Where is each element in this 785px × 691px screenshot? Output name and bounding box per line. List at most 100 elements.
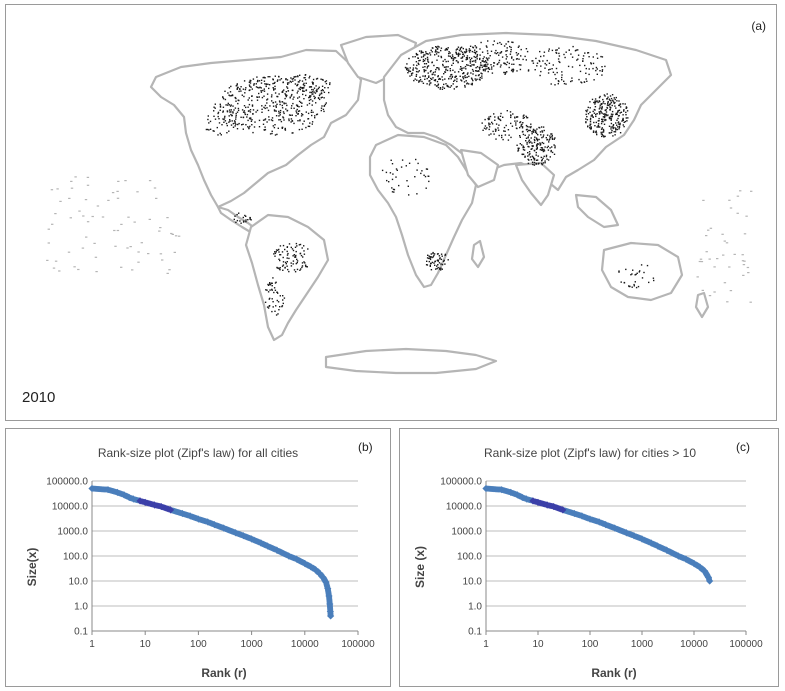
city-point	[278, 268, 281, 270]
city-point	[305, 126, 307, 129]
city-point	[274, 289, 277, 291]
city-point	[544, 160, 546, 162]
city-point	[321, 89, 324, 91]
city-point	[532, 128, 535, 131]
city-point	[417, 71, 419, 73]
city-point	[224, 90, 226, 92]
city-point	[229, 95, 231, 97]
city-point	[286, 82, 289, 84]
city-point	[503, 71, 505, 74]
city-point	[449, 55, 451, 57]
city-point	[522, 133, 525, 136]
city-point	[298, 96, 301, 98]
city-point	[258, 126, 261, 128]
city-point	[268, 119, 270, 121]
city-point	[457, 55, 460, 57]
city-point	[491, 66, 493, 68]
city-point	[582, 58, 584, 60]
city-point	[489, 123, 491, 125]
city-point	[293, 107, 295, 109]
island	[170, 232, 173, 235]
city-point	[610, 131, 613, 134]
city-point	[285, 91, 287, 93]
city-point	[585, 113, 587, 116]
city-point	[409, 67, 411, 69]
city-point	[547, 145, 549, 148]
city-point	[590, 126, 592, 128]
island	[116, 197, 120, 199]
city-point	[524, 55, 526, 58]
city-point	[625, 268, 627, 271]
city-point	[431, 261, 434, 264]
city-point	[451, 57, 453, 60]
city-point	[470, 65, 472, 67]
city-point	[266, 306, 269, 308]
city-point	[306, 104, 309, 106]
data-point	[231, 529, 240, 537]
island	[723, 282, 727, 284]
city-point	[240, 86, 242, 88]
city-point	[260, 79, 263, 81]
city-point	[608, 98, 610, 100]
island	[126, 247, 129, 249]
city-point	[554, 84, 556, 86]
city-point	[275, 106, 277, 108]
city-point	[292, 255, 294, 257]
city-point	[235, 118, 237, 120]
city-point	[208, 122, 210, 124]
city-point	[303, 250, 305, 252]
city-point	[610, 128, 612, 130]
city-point	[552, 71, 555, 73]
city-point	[298, 110, 301, 112]
city-point	[279, 267, 281, 269]
city-point	[278, 75, 280, 78]
city-point	[637, 285, 640, 288]
city-point	[228, 130, 230, 132]
city-point	[601, 70, 603, 72]
city-point	[593, 101, 595, 104]
city-point	[430, 49, 432, 51]
city-point	[291, 78, 293, 80]
city-point	[519, 143, 521, 145]
city-point	[442, 63, 444, 66]
city-point	[603, 136, 605, 138]
city-point	[271, 130, 273, 132]
city-point	[623, 109, 625, 111]
city-point	[506, 56, 508, 58]
city-point	[608, 116, 611, 118]
city-point	[273, 253, 275, 255]
city-point	[479, 66, 481, 68]
city-point	[313, 91, 315, 93]
city-point	[417, 57, 419, 59]
city-point	[446, 49, 449, 51]
city-point	[579, 70, 582, 73]
city-point	[242, 221, 245, 223]
city-point	[435, 46, 437, 48]
city-point	[601, 107, 603, 109]
city-point	[612, 135, 614, 137]
city-point	[311, 121, 314, 123]
city-point	[312, 93, 314, 95]
city-point	[461, 57, 464, 59]
city-point	[292, 98, 294, 100]
city-point	[589, 127, 591, 129]
city-point	[217, 111, 220, 114]
city-point	[609, 103, 611, 105]
y-tick-label: 10000.0	[446, 502, 483, 513]
city-point	[498, 134, 500, 137]
city-point	[612, 127, 614, 130]
city-point	[435, 46, 438, 48]
city-point	[422, 60, 424, 63]
city-point	[632, 269, 634, 271]
city-point	[479, 58, 481, 61]
city-point	[595, 69, 597, 72]
city-point	[277, 127, 279, 129]
city-point	[592, 116, 594, 118]
city-point	[471, 82, 473, 85]
city-point	[588, 68, 590, 70]
city-point	[448, 77, 450, 80]
city-point	[441, 263, 444, 266]
city-point	[296, 105, 299, 107]
city-point	[285, 78, 287, 81]
city-point	[457, 61, 459, 63]
